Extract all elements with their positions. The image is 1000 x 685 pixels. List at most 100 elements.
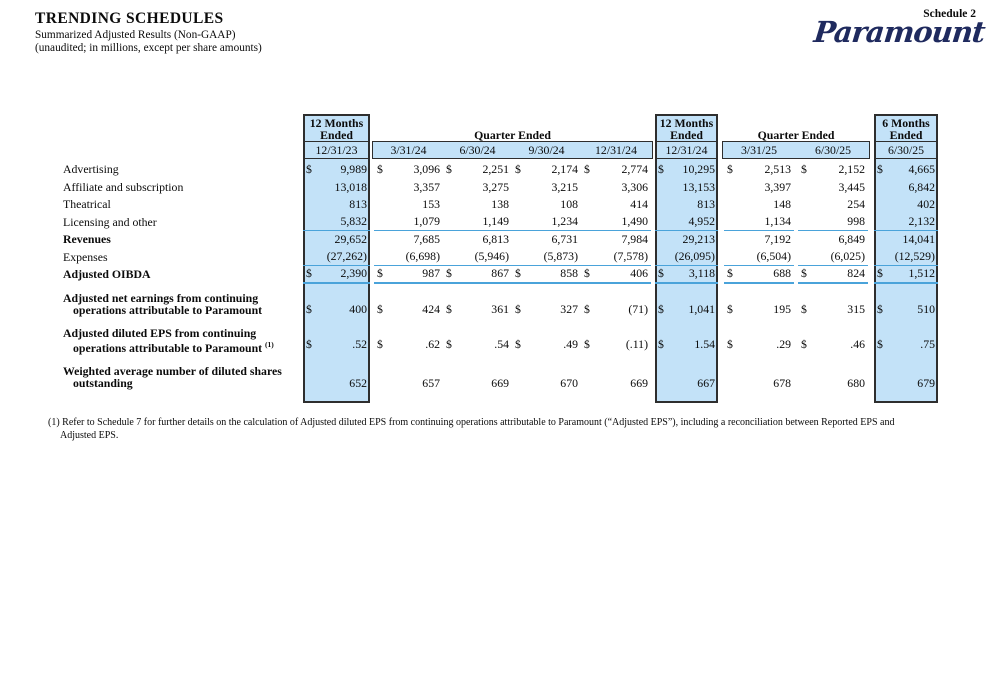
paramount-logo: Paramount — [811, 15, 986, 49]
table-cell: 6,731 — [551, 232, 578, 246]
table-cell: $ .46 — [801, 337, 865, 351]
table-cell: 13,018 — [334, 179, 367, 194]
col-date: 6/30/25 — [887, 143, 925, 157]
col-header: 12 Months — [309, 116, 364, 130]
table-row-affiliate: Affiliate and subscription 13,018 3,357 … — [0, 179, 1000, 197]
row-label-eps-line1: Adjusted diluted EPS from continuing — [63, 326, 257, 340]
table-row-theatrical: Theatrical 813 153 138 108 414 813 148 2… — [0, 196, 1000, 214]
table-cell: 108 — [560, 197, 578, 211]
table-cell: 813 — [349, 197, 367, 211]
col-date: 6/30/25 — [814, 143, 852, 157]
table-cell: $ .54 — [446, 337, 509, 351]
table-cell: (6,698) — [374, 249, 443, 266]
table-cell: $195 — [727, 302, 791, 316]
table-cell: 6,849 — [838, 232, 865, 246]
table-cell: $ .75 — [877, 337, 935, 351]
table-cell: 1,134 — [724, 214, 794, 231]
col-date: 6/30/24 — [459, 143, 496, 157]
page-subtitle-2: (unaudited; in millions, except per shar… — [35, 42, 262, 54]
table-cell: $9,989 — [306, 162, 367, 176]
table-cell: $2,174 — [515, 162, 578, 176]
table-cell: $424 — [377, 302, 440, 316]
quarter-date-band-2024 — [372, 141, 653, 159]
table-cell: 7,685 — [413, 232, 440, 246]
table-cell: 680 — [847, 376, 865, 390]
table-cell: $ (.11) — [584, 337, 648, 351]
table-cell: $ .62 — [377, 337, 440, 351]
table-cell: 414 — [630, 197, 648, 211]
table-row-adjusted-oibda: Adjusted OIBDA $2,390 $987 $867 $858 $40… — [0, 266, 1000, 284]
table-cell: 667 — [697, 376, 715, 390]
table-cell: $1,512 — [874, 266, 938, 284]
table-cell: $ .49 — [515, 337, 578, 351]
row-label-shares-line2: outstanding — [73, 376, 133, 390]
table-cell: $510 — [877, 302, 935, 316]
table-cell: 1,079 — [374, 214, 443, 231]
row-label: Expenses — [63, 249, 108, 264]
table-cell: 669 — [491, 376, 509, 390]
table-cell: $867 — [443, 266, 512, 284]
table-row-net-earnings: $400 $424 $361 $327 $ (71) $1,041 $195 $3… — [0, 301, 1000, 319]
table-cell: 813 — [697, 197, 715, 211]
col-header-quarter-ended-2025: Quarter Ended — [757, 128, 835, 142]
table-cell: $ (71) — [584, 302, 648, 316]
table-cell: $400 — [306, 302, 367, 316]
row-label: Revenues — [63, 232, 111, 246]
table-cell: 2,132 — [874, 214, 938, 231]
table-cell: 679 — [917, 376, 935, 390]
table-cell: 148 — [773, 197, 791, 211]
row-label: Affiliate and subscription — [63, 179, 184, 194]
col-date: 12/31/23 — [315, 143, 358, 157]
table-cell: (27,262) — [303, 249, 370, 266]
schedule-number-label: Schedule 2 — [923, 8, 976, 20]
table-cell: $1,041 — [658, 302, 715, 316]
table-cell: 402 — [917, 197, 935, 211]
table-cell: 13,153 — [682, 179, 715, 194]
table-cell: 254 — [847, 197, 865, 211]
table-cell: 29,213 — [682, 232, 715, 246]
table-cell: (5,946) — [443, 249, 512, 266]
table-cell: 138 — [491, 197, 509, 211]
table-row-eps: $ .52 $ .62 $ .54 $ .49 $ (.11) $1.54 $ .29 $.… — [0, 336, 1000, 354]
table-cell: $ .52 — [306, 337, 367, 351]
table-cell: 998 — [798, 214, 868, 231]
table-cell: $361 — [446, 302, 509, 316]
footnote-line2: Adjusted EPS. — [60, 430, 119, 441]
table-cell: 3,397 — [764, 179, 791, 194]
table-cell: 670 — [560, 376, 578, 390]
col-header: Ended — [670, 128, 703, 142]
row-label: Adjusted OIBDA — [63, 267, 151, 281]
col-date: 9/30/24 — [528, 143, 565, 157]
col-header: 12 Months — [659, 116, 714, 130]
table-cell: $ .29 — [727, 337, 791, 351]
table-cell: (7,578) — [581, 249, 651, 266]
table-cell: $824 — [798, 266, 868, 284]
table-cell: 6,842 — [908, 179, 935, 194]
table-row-shares: 652 657 669 670 669 667 678 680 679 — [0, 375, 1000, 393]
row-label-eps-line2: operations attributable to Paramount (1) — [73, 340, 274, 355]
row-label-net-earnings-line2: operations attributable to Paramount — [73, 303, 263, 317]
table-cell: (26,095) — [655, 249, 718, 266]
table-cell: 7,192 — [764, 232, 791, 246]
table-cell: $406 — [581, 266, 651, 284]
table-cell: (5,873) — [512, 249, 581, 266]
table-cell: 14,041 — [902, 232, 935, 246]
col-header-quarter-ended-2024: Quarter Ended — [474, 128, 551, 142]
col-date: 3/31/25 — [740, 143, 778, 157]
table-row-expenses: Expenses (27,262) (6,698) (5,946) (5,873… — [0, 249, 1000, 266]
table-cell: $2,251 — [446, 162, 509, 176]
table-cell: $2,390 — [303, 266, 370, 284]
table-cell: $315 — [801, 302, 865, 316]
col-header: Ended — [320, 128, 353, 142]
highlight-box-12m-2023 — [303, 114, 370, 403]
table-cell: 669 — [630, 376, 648, 390]
table-cell: 1,234 — [512, 214, 581, 231]
table-cell: 4,952 — [655, 214, 718, 231]
row-label: Licensing and other — [63, 214, 157, 229]
row-label: Theatrical — [63, 197, 111, 211]
table-cell: 3,357 — [413, 179, 440, 194]
table-cell: 153 — [422, 197, 440, 211]
table-cell: $327 — [515, 302, 578, 316]
table-cell: 1,490 — [581, 214, 651, 231]
